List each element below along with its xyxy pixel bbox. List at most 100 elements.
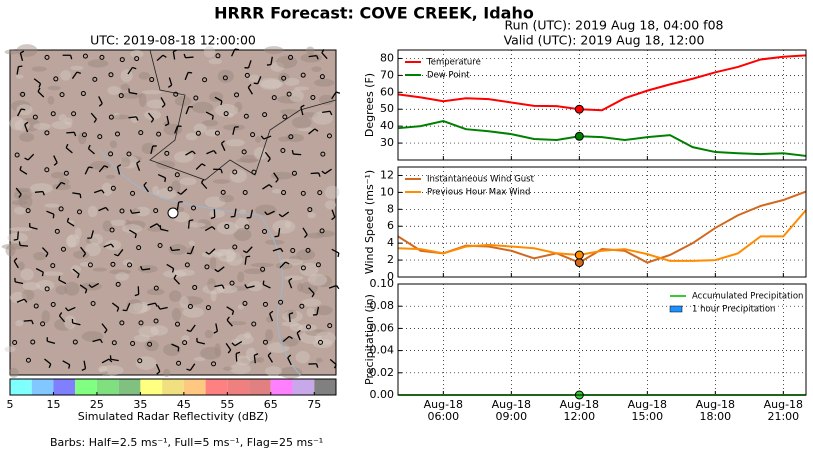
- wind-barb: [270, 56, 273, 65]
- wind-barb: [142, 268, 151, 271]
- wind-barb: [84, 166, 90, 175]
- figure-title: HRRR Forecast: COVE CREEK, Idaho: [214, 4, 534, 23]
- wind-barb: [157, 173, 166, 179]
- wind-barb: [93, 189, 102, 194]
- wind-barb: [149, 223, 158, 229]
- calm-marker: [108, 114, 114, 120]
- wind-barb: [72, 322, 81, 326]
- wind-barb: [21, 108, 26, 111]
- terrain: [97, 365, 108, 373]
- colorbar-bin: [183, 379, 206, 395]
- calm-marker: [244, 72, 250, 78]
- legend-label: Accumulated Precipitation: [692, 292, 803, 302]
- wind-barb: [135, 116, 139, 121]
- calm-marker: [182, 340, 188, 346]
- terrain: [11, 100, 31, 112]
- wind-barb: [168, 77, 173, 86]
- terrain: [307, 212, 316, 219]
- wind-barb: [293, 153, 302, 156]
- wind-barb: [64, 307, 69, 312]
- wind-barb: [291, 150, 294, 155]
- calm-marker: [243, 113, 249, 119]
- calm-marker: [25, 208, 31, 214]
- terrain: [245, 347, 257, 362]
- terrain: [89, 233, 104, 245]
- terrain: [204, 196, 226, 208]
- terrain: [66, 234, 77, 248]
- calm-marker: [251, 169, 257, 175]
- terrain: [171, 180, 181, 194]
- calm-marker: [81, 132, 87, 138]
- y-tick-label: 0.10: [370, 277, 395, 290]
- terrain: [109, 219, 127, 226]
- wind-barb: [147, 302, 156, 306]
- wind-barb: [300, 107, 304, 116]
- wind-barb: [208, 248, 216, 255]
- x-tick-label: 15: [46, 398, 60, 411]
- wind-barb: [80, 246, 87, 254]
- terrain: [204, 329, 214, 339]
- terrain: [14, 119, 30, 131]
- wind-barb: [90, 230, 94, 239]
- y-tick-label: 0: [387, 270, 394, 283]
- wind-barb: [110, 243, 115, 248]
- wind-barb: [18, 193, 22, 198]
- y-tick-label: 80: [380, 51, 394, 64]
- terrain: [202, 284, 225, 295]
- calm-marker: [262, 339, 268, 345]
- terrain: [291, 116, 312, 129]
- calm-marker: [138, 320, 144, 326]
- wind-barb: [98, 165, 105, 173]
- calm-marker: [174, 172, 180, 178]
- wind-barb: [185, 150, 193, 156]
- terrain: [225, 248, 235, 262]
- terrain: [279, 366, 303, 379]
- calm-marker: [173, 91, 179, 97]
- wind-barb: [23, 319, 32, 322]
- terrain: [47, 85, 61, 91]
- terrain: [210, 289, 217, 302]
- y-tick-label: 8: [387, 202, 394, 215]
- wind-barb: [79, 284, 88, 291]
- terrain: [240, 154, 260, 163]
- terrain: [107, 85, 121, 95]
- terrain: [19, 132, 35, 142]
- terrain: [259, 77, 282, 90]
- wind-barb: [116, 307, 120, 312]
- wind-barb: [272, 247, 281, 252]
- calm-marker: [115, 281, 121, 287]
- y-tick-label: 0.04: [370, 344, 395, 357]
- calm-marker: [317, 190, 323, 196]
- terrain: [279, 258, 304, 266]
- terrain: [255, 136, 262, 143]
- wind-barb: [331, 216, 336, 221]
- wind-barb: [331, 209, 336, 218]
- terrain: [120, 156, 131, 168]
- wind-barb: [13, 260, 19, 269]
- wind-barb: [160, 97, 166, 105]
- terrain: [85, 237, 99, 245]
- series-line: [397, 54, 807, 112]
- wind-barb: [254, 353, 259, 356]
- calm-marker: [110, 261, 116, 267]
- wind-barb: [336, 285, 340, 290]
- terrain: [314, 305, 333, 316]
- legend-label: 1 hour Precipitation: [692, 305, 775, 315]
- calm-marker: [114, 131, 120, 137]
- wind-barb: [247, 84, 252, 88]
- wind-barb: [274, 235, 279, 238]
- wind-barb: [321, 170, 326, 175]
- y-axis-label: Wind Speed (ms⁻¹): [363, 170, 376, 274]
- wind-barb: [316, 306, 320, 315]
- wind-barb: [287, 354, 292, 359]
- colorbar-bin: [162, 379, 184, 395]
- wind-barb: [136, 163, 141, 171]
- wind-barb: [48, 363, 52, 368]
- calm-marker: [205, 305, 211, 311]
- wind-barb: [156, 223, 161, 228]
- wind-barb: [134, 233, 137, 239]
- x-tick-label: 75: [307, 398, 321, 411]
- terrain: [272, 219, 296, 234]
- wind-barb: [242, 250, 248, 254]
- wind-barb: [24, 157, 29, 161]
